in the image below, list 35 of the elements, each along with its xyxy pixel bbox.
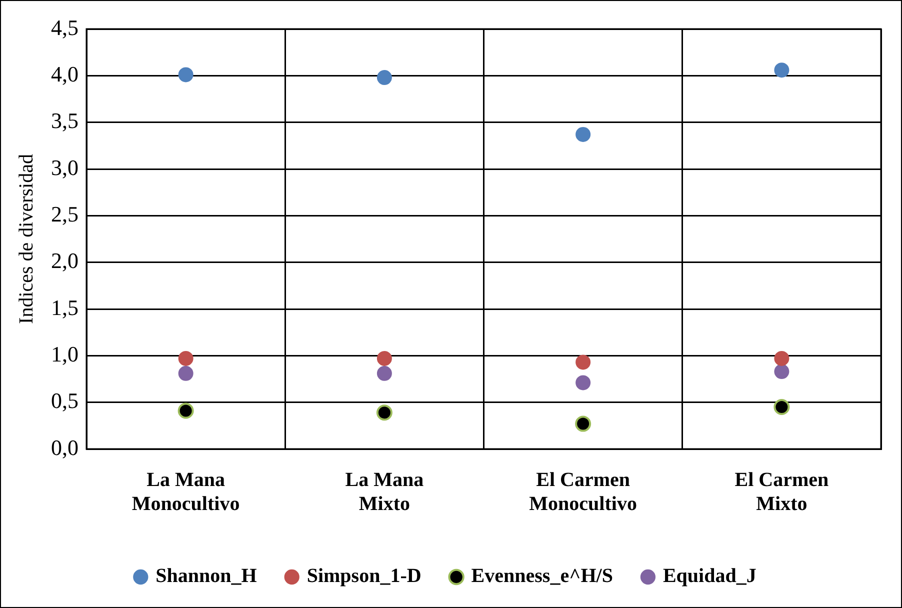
y-tick-label: 0,5 (51, 388, 78, 414)
point (178, 402, 194, 419)
legend-label: Equidad_J (662, 565, 756, 588)
y-axis-title: Indices de diversidad (15, 154, 38, 324)
point (575, 416, 592, 432)
point (376, 350, 392, 366)
legend-label: Simpson_1-D (306, 565, 422, 588)
y-tick-label: 4,5 (51, 14, 78, 40)
point (376, 366, 392, 381)
point (774, 350, 790, 366)
point (376, 70, 392, 86)
y-tick-label: 1,0 (51, 341, 78, 366)
point (576, 375, 591, 390)
x-tick-label: El Carmen Mixto (734, 469, 829, 516)
y-tick-label: 3,0 (51, 154, 78, 180)
point (178, 67, 194, 82)
point (576, 126, 591, 142)
x-tick-label: La Mana Mixto (345, 469, 424, 516)
y-tick-label: 0,0 (51, 434, 78, 460)
y-tick-label: 2,5 (51, 201, 78, 226)
point (774, 62, 790, 78)
point (178, 350, 194, 366)
point (774, 364, 790, 380)
point (376, 404, 392, 421)
legend-label: Shannon_H (156, 565, 258, 588)
point (178, 366, 194, 381)
x-tick-label: La Mana Monocultivo (132, 469, 240, 516)
x-tick-label: El Carmen Monocultivo (529, 469, 637, 516)
point (576, 354, 591, 370)
y-tick-label: 1,5 (51, 294, 78, 320)
y-tick-label: 2,0 (51, 248, 78, 274)
point (774, 399, 790, 415)
y-tick-label: 3,5 (51, 108, 78, 134)
legend-label: Evenness_e^H/S (471, 565, 613, 588)
y-tick-label: 4,0 (51, 61, 78, 86)
